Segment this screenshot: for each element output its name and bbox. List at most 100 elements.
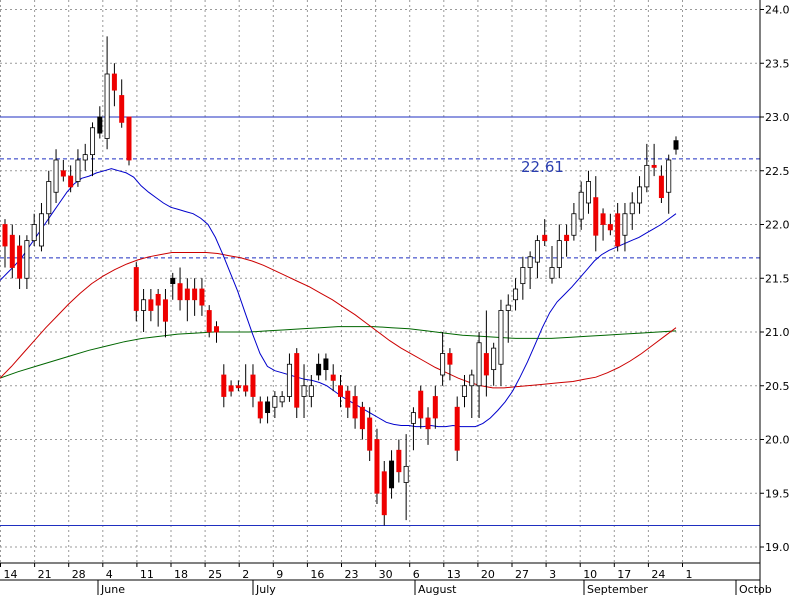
- candle-body: [622, 213, 628, 236]
- candle-body: [243, 385, 249, 392]
- candle-body: [9, 234, 15, 268]
- candle-body: [316, 363, 322, 376]
- candle: [666, 154, 672, 214]
- x-tick-label: 24: [651, 568, 665, 581]
- candle-body: [17, 245, 23, 279]
- candle: [2, 219, 8, 268]
- candle-body: [651, 164, 657, 168]
- candle-body: [637, 186, 643, 204]
- candle: [440, 332, 446, 386]
- price-annotation: 22.61: [521, 158, 564, 176]
- candle-body: [469, 374, 475, 387]
- candle: [461, 375, 467, 408]
- candle-body: [206, 310, 212, 333]
- x-tick-label: 9: [276, 568, 283, 581]
- candle: [418, 385, 424, 429]
- candle-body: [90, 127, 96, 156]
- y-tick-label: 22.5: [765, 165, 790, 178]
- x-tick-label: 1: [686, 568, 693, 581]
- candle-body: [461, 385, 467, 397]
- candle-body: [658, 175, 664, 199]
- candle-body: [323, 358, 329, 371]
- candle: [133, 262, 139, 322]
- candle-body: [440, 353, 446, 376]
- candle-body: [46, 181, 52, 215]
- y-tick-label: 23.5: [765, 57, 790, 70]
- candle-body: [483, 353, 489, 376]
- candle: [615, 203, 621, 252]
- candle-body: [272, 396, 278, 408]
- month-label: June: [100, 583, 125, 595]
- x-tick-label: 3: [549, 568, 556, 581]
- x-tick-label: 25: [208, 568, 222, 581]
- candle: [556, 224, 562, 279]
- candle: [534, 235, 540, 279]
- candle-body: [257, 401, 263, 419]
- x-tick-label: 18: [174, 568, 188, 581]
- candle: [111, 63, 117, 107]
- candle-body: [520, 267, 526, 285]
- candle-body: [228, 385, 234, 392]
- candle: [9, 224, 15, 279]
- candle: [607, 213, 613, 236]
- candle: [644, 143, 650, 193]
- y-tick-label: 23.0: [765, 111, 790, 124]
- candle: [403, 434, 409, 521]
- candle-body: [600, 213, 606, 225]
- candle-body: [24, 240, 30, 279]
- candle-body: [505, 304, 511, 311]
- y-axis-ticks: 24.0 23.5 23.0 22.5 22.0 21.5 21.0 20.5 20.0 19.5…: [760, 4, 790, 554]
- x-tick-label: 4: [106, 568, 113, 581]
- y-tick-label: 24.0: [765, 4, 790, 17]
- ma-long-line: [0, 326, 677, 379]
- axes: [0, 0, 761, 595]
- y-tick-label: 19.0: [765, 541, 790, 554]
- x-tick-label: 6: [413, 568, 420, 581]
- candle-body: [410, 412, 416, 424]
- candle: [126, 116, 132, 166]
- x-axis-ticks: 14 21 28 4 11 18 25 2 9 16 23 30 6 13 20 27 3 10 17 24 1: [0, 563, 693, 581]
- candle: [447, 348, 453, 381]
- candle-body: [571, 213, 577, 236]
- candle-body: [126, 116, 132, 161]
- candle-body: [265, 401, 271, 414]
- candle: [286, 353, 292, 402]
- candle-body: [192, 288, 198, 301]
- x-tick-label: 11: [140, 568, 154, 581]
- y-tick-label: 19.5: [765, 487, 790, 500]
- candle-body: [82, 154, 88, 161]
- candle: [119, 79, 125, 128]
- candle-body: [585, 181, 591, 204]
- candle-body: [454, 406, 460, 451]
- candle-body: [498, 310, 504, 365]
- candle-body: [549, 267, 555, 279]
- candle: [542, 219, 548, 246]
- candle-body: [141, 299, 147, 311]
- candle-body: [337, 385, 343, 397]
- candle: [257, 396, 263, 424]
- candle-body: [308, 385, 314, 397]
- candle-body: [294, 353, 300, 408]
- candle: [214, 321, 220, 343]
- x-tick-label: 23: [345, 568, 359, 581]
- candle: [243, 364, 249, 397]
- candle: [228, 380, 234, 397]
- candle-body: [432, 396, 438, 419]
- month-label: Octob: [739, 583, 772, 595]
- x-tick-label: 17: [617, 568, 631, 581]
- month-label: August: [418, 583, 457, 595]
- candle: [498, 299, 504, 386]
- candle-body: [111, 73, 117, 91]
- candle-body: [418, 390, 424, 419]
- candles: [2, 36, 679, 526]
- y-tick-label: 22.0: [765, 219, 790, 232]
- candle: [221, 364, 227, 408]
- ma-mid-line: [0, 252, 677, 389]
- candle: [454, 396, 460, 461]
- candle-body: [199, 288, 205, 306]
- candle: [316, 353, 322, 381]
- candle-body: [527, 256, 533, 268]
- candle: [272, 391, 278, 418]
- candle: [469, 369, 475, 418]
- candle: [97, 106, 103, 139]
